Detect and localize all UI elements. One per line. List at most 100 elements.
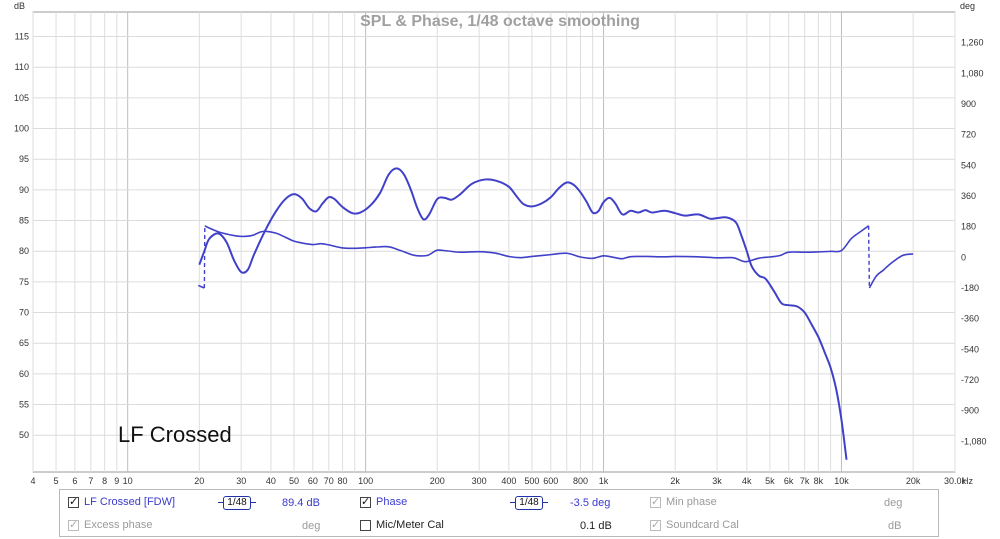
left-tick-label: 65 xyxy=(19,338,29,348)
x-tick-label: 1k xyxy=(599,476,609,486)
mic-cal-checkbox[interactable] xyxy=(360,519,371,531)
left-tick-label: 95 xyxy=(19,154,29,164)
legend-item-excess-phase[interactable]: Excess phase xyxy=(68,518,153,531)
mic-cal-value: 0.1 dB xyxy=(580,520,612,532)
phase-smoothing-control[interactable]: 1/48 xyxy=(510,495,548,510)
right-tick-label: 720 xyxy=(961,130,976,140)
left-tick-label: 115 xyxy=(15,32,29,42)
left-tick-label: 55 xyxy=(19,400,29,410)
left-tick-label: 105 xyxy=(14,93,29,103)
x-tick-label: 800 xyxy=(573,476,588,486)
right-tick-label: 1,260 xyxy=(961,38,984,48)
legend-item-phase[interactable]: Phase xyxy=(360,495,408,508)
x-tick-label: 70 xyxy=(324,476,334,486)
x-tick-label: 500 xyxy=(524,476,539,486)
phase-label: Phase xyxy=(376,496,408,508)
min-phase-value: deg xyxy=(884,497,903,509)
x-tick-label: 2k xyxy=(670,476,680,486)
x-tick-label: 20 xyxy=(194,476,204,486)
legend-item-mic-cal[interactable]: Mic/Meter Cal xyxy=(360,519,444,531)
x-tick-label: 9 xyxy=(114,476,119,486)
x-tick-label: 4 xyxy=(30,476,35,486)
left-axis-unit: dB xyxy=(14,1,25,11)
x-tick-label: 60 xyxy=(308,476,318,486)
right-tick-label: -1,080 xyxy=(961,436,987,446)
soundcard-cal-label: Soundcard Cal xyxy=(666,519,739,531)
spl-label: LF Crossed [FDW] xyxy=(84,496,176,508)
phase-smoothing-value: 1/48 xyxy=(515,495,543,510)
phase-value: -3.5 deg xyxy=(570,497,611,509)
x-tick-label: 600 xyxy=(543,476,558,486)
soundcard-cal-value: dB xyxy=(888,520,902,532)
x-tick-label: 20k xyxy=(906,476,921,486)
right-axis-unit: deg xyxy=(960,1,975,11)
phase-series-line xyxy=(868,253,914,289)
left-axis-ticks: 50 55 60 65 70 75 80 85 90 95 100 105 110 115 xyxy=(14,32,29,441)
min-phase-checkbox[interactable] xyxy=(650,495,661,508)
min-phase-label: Min phase xyxy=(666,496,717,508)
x-tick-label: 80 xyxy=(338,476,348,486)
right-tick-label: -360 xyxy=(961,314,979,324)
x-axis-ticks: 4 5 6 7 8 9 10 20 30 40 50 60 70 80 100 200 300 400 500 600… xyxy=(30,476,966,486)
right-tick-label: -180 xyxy=(961,283,979,293)
right-tick-label: 540 xyxy=(961,160,976,170)
x-tick-label: 30.0k xyxy=(944,476,967,486)
right-tick-label: 360 xyxy=(961,191,976,201)
plot-area xyxy=(32,11,956,473)
right-tick-label: 900 xyxy=(961,99,976,109)
left-tick-label: 50 xyxy=(19,430,29,440)
spl-smoothing-control[interactable]: 1/48 xyxy=(218,495,256,510)
left-tick-label: 110 xyxy=(15,62,29,72)
x-tick-label: 10k xyxy=(834,476,849,486)
mic-cal-label: Mic/Meter Cal xyxy=(376,519,444,531)
x-tick-label: 7 xyxy=(88,476,93,486)
chart-title: SPL & Phase, 1/48 octave smoothing xyxy=(360,13,640,30)
phase-series-line xyxy=(204,225,870,263)
legend-item-spl[interactable]: LF Crossed [FDW] xyxy=(68,495,176,508)
left-tick-label: 75 xyxy=(19,277,29,287)
left-tick-label: 60 xyxy=(19,369,29,379)
spl-smoothing-value: 1/48 xyxy=(223,495,251,510)
left-tick-label: 85 xyxy=(19,216,29,226)
x-tick-label: 7k xyxy=(800,476,810,486)
x-tick-label: 6 xyxy=(72,476,77,486)
x-tick-label: 5 xyxy=(54,476,59,486)
left-tick-label: 90 xyxy=(19,185,29,195)
x-tick-label: 8 xyxy=(102,476,107,486)
spl-series-line xyxy=(198,167,848,460)
x-axis-unit: Hz xyxy=(962,476,973,486)
x-tick-label: 30 xyxy=(236,476,246,486)
x-tick-label: 400 xyxy=(501,476,516,486)
series-group xyxy=(197,167,914,460)
spl-checkbox[interactable] xyxy=(68,495,79,508)
phase-wrap-connector xyxy=(867,225,871,289)
right-tick-label: -720 xyxy=(961,375,979,385)
x-tick-label: 50 xyxy=(289,476,299,486)
right-axis-ticks: 1,260 1,080 900 720 540 360 180 0 -180 -360 -540 -7… xyxy=(961,38,987,447)
legend-item-min-phase[interactable]: Min phase xyxy=(650,495,717,508)
legend-item-soundcard-cal[interactable]: Soundcard Cal xyxy=(650,518,739,531)
chart-annotation: LF Crossed xyxy=(118,422,232,447)
excess-phase-checkbox[interactable] xyxy=(68,518,79,531)
right-tick-label: 1,080 xyxy=(961,68,984,78)
x-tick-label: 8k xyxy=(814,476,824,486)
phase-checkbox[interactable] xyxy=(360,495,371,508)
x-tick-label: 40 xyxy=(266,476,276,486)
excess-phase-value: deg xyxy=(302,520,321,532)
x-tick-label: 4k xyxy=(742,476,752,486)
x-tick-label: 100 xyxy=(358,476,373,486)
excess-phase-label: Excess phase xyxy=(84,519,153,531)
legend-panel: LF Crossed [FDW] 1/48 89.4 dB Phase 1/48… xyxy=(59,489,939,537)
right-tick-label: -900 xyxy=(961,406,979,416)
x-tick-label: 3k xyxy=(712,476,722,486)
spl-value: 89.4 dB xyxy=(282,497,320,509)
right-tick-label: -540 xyxy=(961,344,979,354)
left-tick-label: 100 xyxy=(14,124,29,134)
grid xyxy=(32,12,956,472)
x-tick-label: 200 xyxy=(430,476,445,486)
x-tick-label: 300 xyxy=(472,476,487,486)
soundcard-cal-checkbox[interactable] xyxy=(650,518,661,531)
left-tick-label: 80 xyxy=(19,246,29,256)
x-tick-label: 6k xyxy=(784,476,794,486)
